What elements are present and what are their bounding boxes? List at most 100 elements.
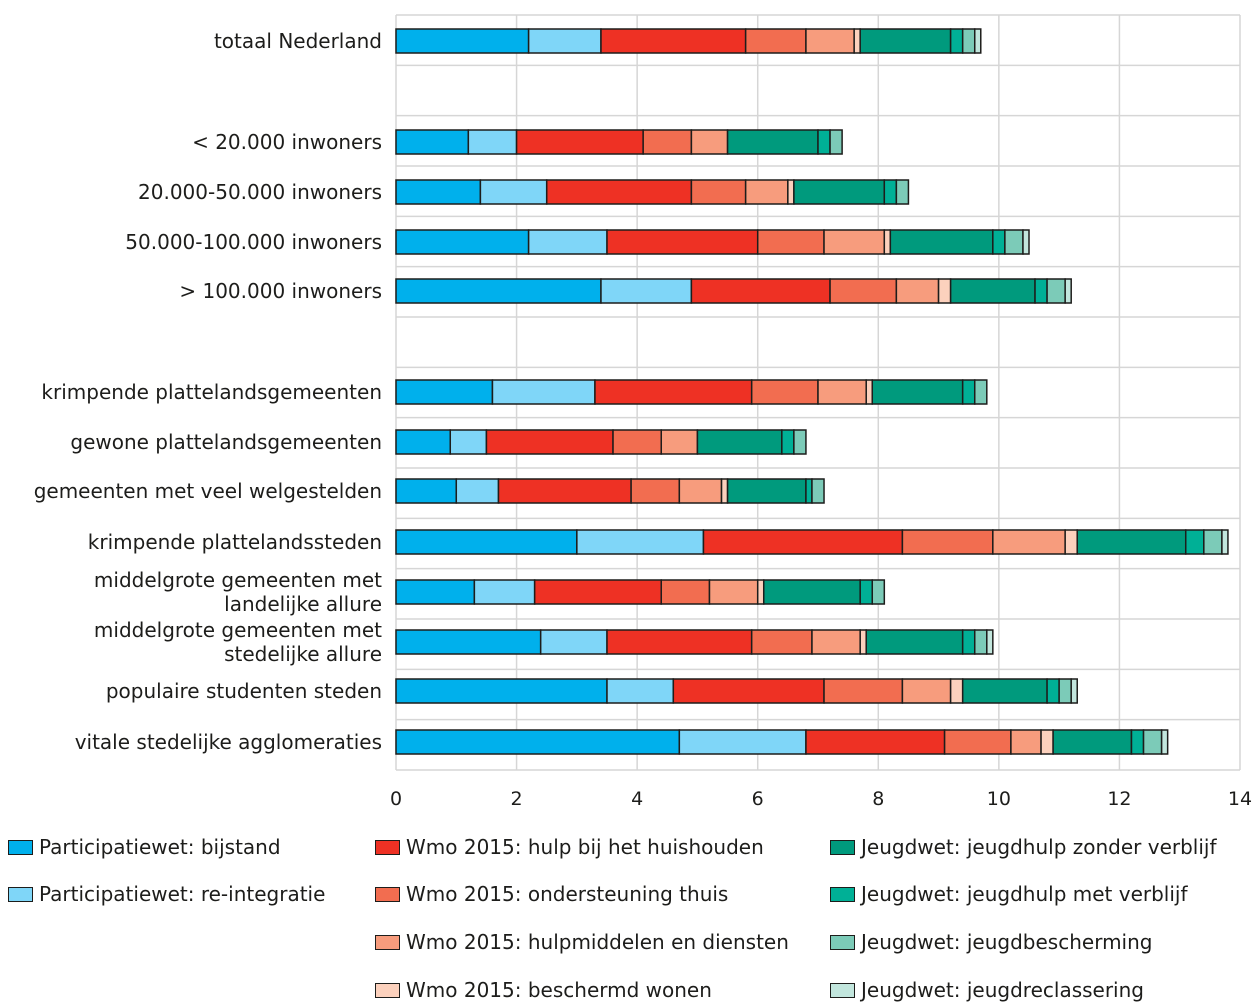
bar-segment: > 100.000 inwoners — Jeugdwet: jeugdrecl…	[1064, 278, 1072, 304]
bar-segment: vitale stedelijke agglomeraties — Jeugdw…	[1130, 729, 1145, 755]
bar-segment: > 100.000 inwoners — Wmo 2015: hulpmidde…	[895, 278, 940, 304]
x-tick-label: 4	[631, 788, 643, 810]
bar-segment: krimpende plattelandsgemeenten — Wmo 201…	[594, 379, 753, 405]
bar-segment: krimpende plattelandsgemeenten — Wmo 201…	[750, 379, 819, 405]
bar-segment: krimpende plattelandssteden — Wmo 2015: …	[992, 529, 1066, 555]
bar-segment: krimpende plattelandssteden — Participat…	[576, 529, 705, 555]
bar-segment: middelgrote gemeenten met landelijke all…	[762, 579, 861, 605]
bar-segment: gemeenten met veel welgestelden — Partic…	[395, 478, 458, 504]
bar-segment: krimpende plattelandssteden — Wmo 2015: …	[702, 529, 904, 555]
bar-segment: > 100.000 inwoners — Wmo 2015: ondersteu…	[829, 278, 898, 304]
bar-segment: populaire studenten steden — Wmo 2015: h…	[672, 678, 825, 704]
legend-swatch	[375, 934, 400, 950]
bar-segment: krimpende plattelandssteden — Wmo 2015: …	[1064, 529, 1078, 555]
legend-item: Participatiewet: re-integratie	[8, 879, 325, 909]
bar-stack: populaire studenten steden — Participati…	[395, 678, 1078, 704]
bar-segment: populaire studenten steden — Wmo 2015: h…	[901, 678, 952, 704]
bar-segment: vitale stedelijke agglomeraties — Jeugdw…	[1142, 729, 1163, 755]
bar-segment: populaire studenten steden — Participati…	[606, 678, 675, 704]
bar-segment: < 20.000 inwoners — Jeugdwet: jeugdhulp …	[817, 129, 831, 155]
bar-segment: < 20.000 inwoners — Wmo 2015: ondersteun…	[642, 129, 693, 155]
bar-segment: 50.000-100.000 inwoners — Wmo 2015: hulp…	[823, 229, 886, 255]
bar-segment: middelgrote gemeenten met landelijke all…	[708, 579, 759, 605]
x-tick-label: 14	[1228, 788, 1252, 810]
bar-segment: < 20.000 inwoners — Wmo 2015: hulp bij h…	[515, 129, 644, 155]
bar-segment: totaal Nederland — Jeugdwet: jeugdreclas…	[973, 28, 982, 54]
bar-stacks: totaal Nederland — Participatiewet: bijs…	[395, 28, 1229, 755]
legend-label: Jeugdwet: jeugdhulp zonder verblijf	[861, 835, 1217, 859]
legend-item: Jeugdwet: jeugdbescherming	[830, 927, 1152, 957]
bar-segment: middelgrote gemeenten met stedelijke all…	[961, 629, 976, 655]
bar-segment: middelgrote gemeenten met stedelijke all…	[986, 629, 994, 655]
bar-segment: 20.000-50.000 inwoners — Wmo 2015: onder…	[690, 179, 747, 205]
legend-item: Wmo 2015: hulpmiddelen en diensten	[375, 927, 789, 957]
bar-segment: 50.000-100.000 inwoners — Jeugdwet: jeug…	[1004, 229, 1024, 255]
bar-segment: vitale stedelijke agglomeraties — Wmo 20…	[943, 729, 1012, 755]
bar-segment: gemeenten met veel welgestelden — Wmo 20…	[630, 478, 681, 504]
category-label: 20.000-50.000 inwoners	[138, 180, 382, 204]
legend-label: Participatiewet: bijstand	[39, 835, 281, 859]
bar-segment: totaal Nederland — Jeugdwet: jeugdbesche…	[961, 28, 976, 54]
legend-label: Jeugdwet: jeugdhulp met verblijf	[861, 882, 1188, 906]
bar-segment: 50.000-100.000 inwoners — Jeugdwet: jeug…	[992, 229, 1006, 255]
bar-segment: < 20.000 inwoners — Jeugdwet: jeugdhulp …	[726, 129, 819, 155]
x-tick-label: 12	[1107, 788, 1131, 810]
bar-segment: totaal Nederland — Participatiewet: re-i…	[527, 28, 602, 54]
bar-segment: populaire studenten steden — Jeugdwet: j…	[1046, 678, 1060, 704]
category-label: krimpende plattelandssteden	[88, 530, 382, 554]
bar-segment: > 100.000 inwoners — Participatiewet: re…	[600, 278, 693, 304]
bar-segment: 50.000-100.000 inwoners — Wmo 2015: besc…	[883, 229, 892, 255]
bar-segment: populaire studenten steden — Jeugdwet: j…	[1070, 678, 1078, 704]
bar-stack: 20.000-50.000 inwoners — Participatiewet…	[395, 179, 910, 205]
category-label: gewone plattelandsgemeenten	[70, 430, 382, 454]
bar-segment: krimpende plattelandssteden — Participat…	[395, 529, 578, 555]
bar-stack: krimpende plattelandssteden — Participat…	[395, 529, 1229, 555]
category-label: 50.000-100.000 inwoners	[125, 230, 382, 254]
bar-segment: populaire studenten steden — Participati…	[395, 678, 608, 704]
category-labels: totaal Nederland < 20.000 inwoners 20.000-…	[34, 29, 382, 754]
legend-label: Wmo 2015: hulp bij het huishouden	[406, 835, 764, 859]
legend-swatch	[375, 839, 400, 855]
bar-segment: middelgrote gemeenten met landelijke all…	[395, 579, 476, 605]
bar-segment: vitale stedelijke agglomeraties — Jeugdw…	[1052, 729, 1133, 755]
bar-segment: krimpende plattelandsgemeenten — Partici…	[395, 379, 494, 405]
bar-segment: krimpende plattelandsgemeenten — Wmo 201…	[817, 379, 867, 405]
bar-segment: vitale stedelijke agglomeraties — Wmo 20…	[1040, 729, 1054, 755]
category-label: middelgrote gemeenten met stedelijke allu…	[94, 618, 382, 666]
bar-segment: gemeenten met veel welgestelden — Jeugdw…	[805, 478, 813, 504]
bar-segment: vitale stedelijke agglomeraties — Jeugdw…	[1160, 729, 1169, 755]
bar-stack: krimpende plattelandsgemeenten — Partici…	[395, 379, 988, 405]
bar-segment: 20.000-50.000 inwoners — Participatiewet…	[395, 179, 482, 205]
bar-segment: > 100.000 inwoners — Jeugdwet: jeugdhulp…	[949, 278, 1036, 304]
bar-segment: krimpende plattelandsgemeenten — Jeugdwe…	[871, 379, 964, 405]
bar-segment: gemeenten met veel welgestelden — Partic…	[455, 478, 500, 504]
legend-swatch	[8, 886, 33, 902]
category-label: vitale stedelijke agglomeraties	[75, 730, 382, 754]
bar-segment: gemeenten met veel welgestelden — Jeugdw…	[811, 478, 825, 504]
x-tick-label: 2	[511, 788, 523, 810]
legend-swatch	[830, 839, 855, 855]
category-label: > 100.000 inwoners	[179, 279, 382, 303]
legend-item: Jeugdwet: jeugdhulp met verblijf	[830, 879, 1188, 909]
bar-segment: gewone plattelandsgemeenten — Jeugdwet: …	[696, 429, 783, 455]
legend-swatch	[375, 982, 400, 998]
bar-stack: middelgrote gemeenten met landelijke all…	[395, 579, 886, 605]
legend-label: Wmo 2015: beschermd wonen	[406, 978, 712, 1002]
bar-segment: middelgrote gemeenten met landelijke all…	[756, 579, 765, 605]
bar-chart: totaal Nederland — Participatiewet: bijs…	[34, 14, 1252, 810]
bar-segment: populaire studenten steden — Wmo 2015: o…	[823, 678, 904, 704]
bar-segment: middelgrote gemeenten met stedelijke all…	[750, 629, 813, 655]
x-tick-label: 6	[752, 788, 764, 810]
bar-segment: gemeenten met veel welgestelden — Jeugdw…	[726, 478, 807, 504]
bar-segment: gewone plattelandsgemeenten — Participat…	[449, 429, 488, 455]
bar-stack: vitale stedelijke agglomeraties — Partic…	[395, 729, 1169, 755]
bar-segment: 50.000-100.000 inwoners — Jeugdwet: jeug…	[1022, 229, 1030, 255]
legend: Participatiewet: bijstand Participatiewet…	[0, 828, 1252, 1005]
bar-segment: gewone plattelandsgemeenten — Wmo 2015: …	[485, 429, 614, 455]
legend-label: Wmo 2015: hulpmiddelen en diensten	[406, 930, 789, 954]
legend-label: Jeugdwet: jeugdbescherming	[861, 930, 1153, 954]
bar-segment: 50.000-100.000 inwoners — Wmo 2015: onde…	[756, 229, 825, 255]
bar-segment: middelgrote gemeenten met landelijke all…	[871, 579, 886, 605]
bar-segment: 50.000-100.000 inwoners — Jeugdwet: jeug…	[889, 229, 994, 255]
bar-segment: 20.000-50.000 inwoners — Wmo 2015: hulp …	[545, 179, 693, 205]
